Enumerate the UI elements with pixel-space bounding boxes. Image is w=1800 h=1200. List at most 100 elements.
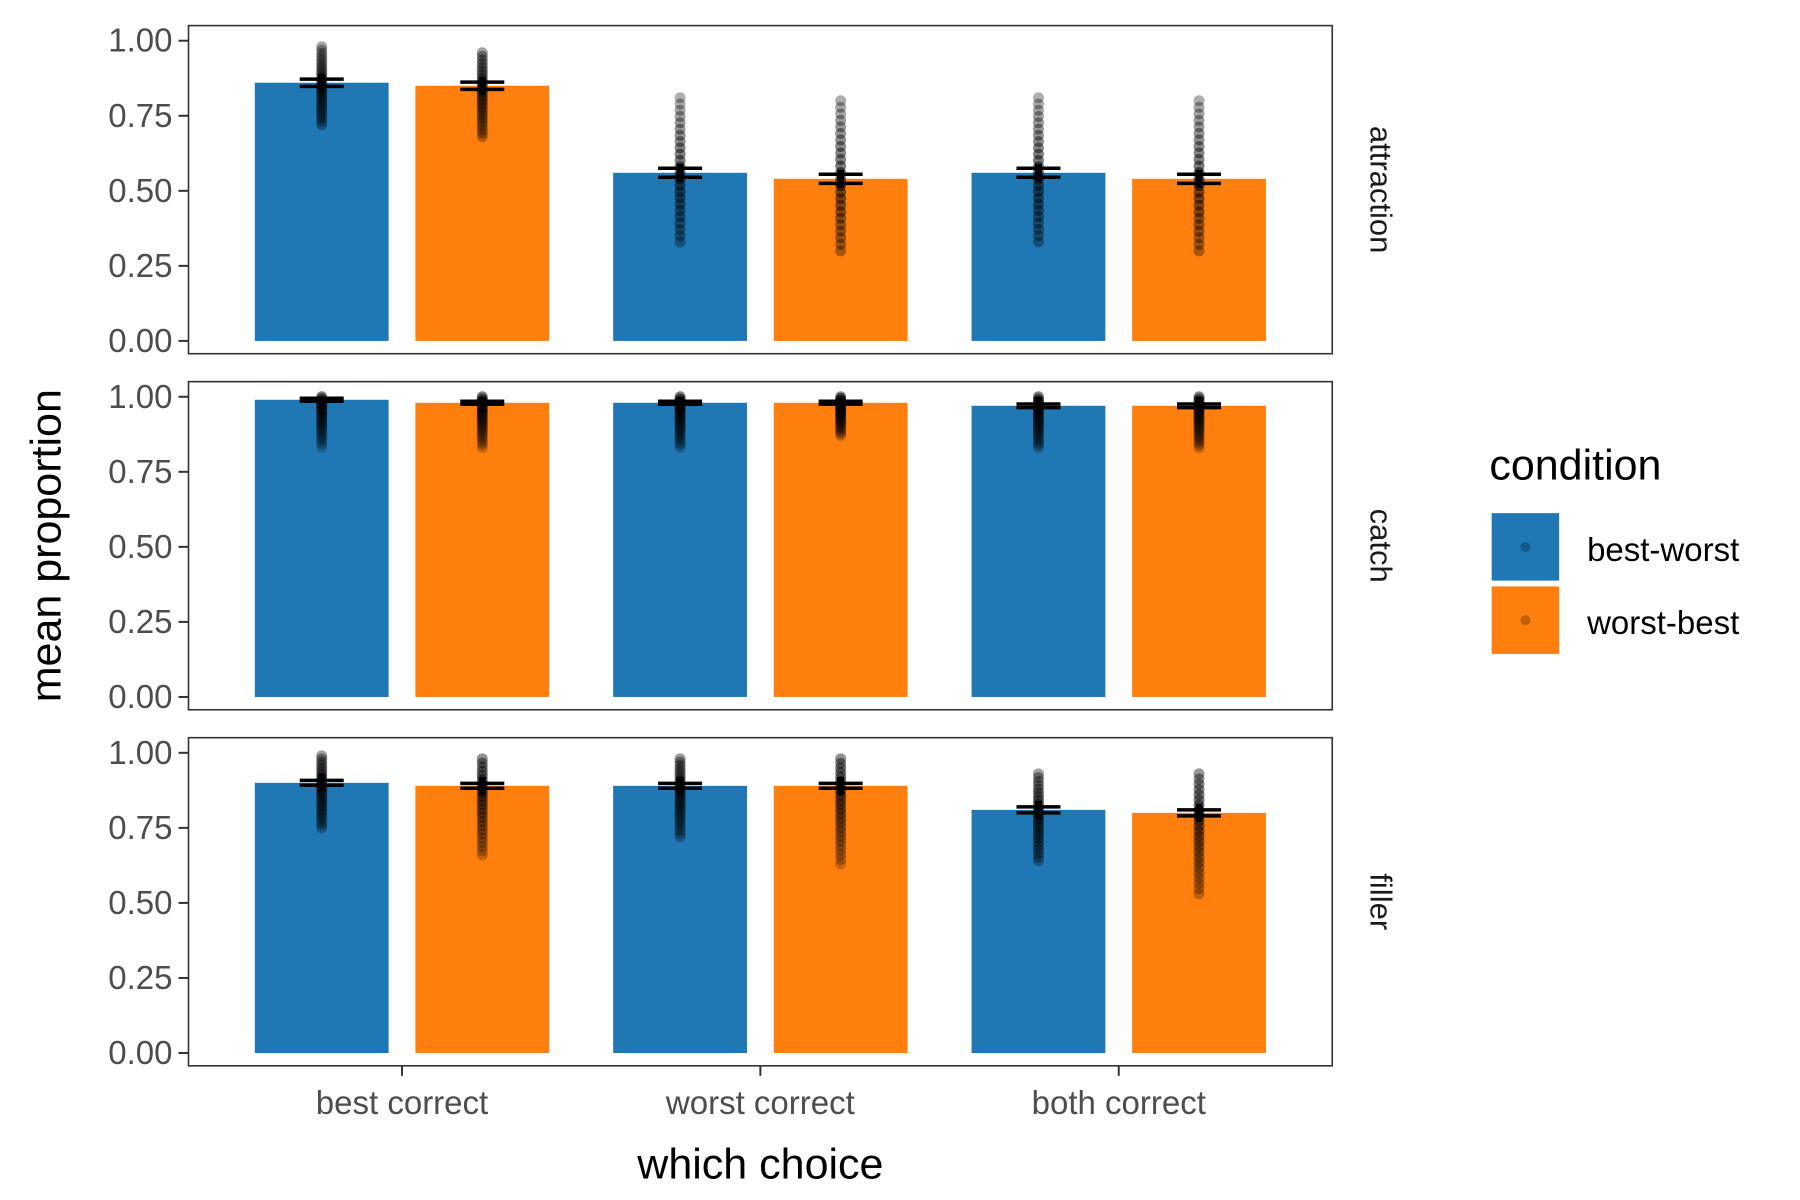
participant-point — [674, 230, 686, 242]
participant-point — [674, 223, 686, 235]
bar-best-worst-both-correct — [971, 405, 1106, 697]
y-tick-label: 0.25 — [108, 959, 172, 996]
participant-point — [476, 437, 488, 449]
participant-point — [835, 199, 847, 211]
participant-point — [835, 858, 847, 870]
participant-point — [1032, 828, 1044, 840]
participant-point — [674, 148, 686, 160]
participant-point — [476, 54, 488, 66]
participant-point — [835, 849, 847, 861]
participant-point — [1032, 422, 1044, 434]
bar-worst-best-both-correct — [1132, 812, 1266, 1054]
participant-point — [476, 61, 488, 73]
participant-point — [1193, 422, 1205, 434]
participant-point — [835, 425, 847, 437]
participant-point — [1032, 851, 1044, 863]
participant-point — [1032, 775, 1044, 787]
participant-point — [316, 442, 328, 454]
participant-point — [316, 54, 328, 66]
participant-point — [1193, 101, 1205, 113]
facet-panels: 0.000.250.500.751.00attraction0.000.250.… — [108, 22, 1398, 1071]
participant-point — [316, 61, 328, 73]
participant-points — [476, 753, 488, 861]
participant-point — [316, 806, 328, 818]
participant-point — [476, 761, 488, 773]
participant-point — [1193, 232, 1205, 244]
participant-point — [674, 415, 686, 427]
participant-point — [674, 236, 686, 248]
participant-point — [674, 417, 686, 429]
participant-point — [674, 756, 686, 768]
participant-point — [1193, 134, 1205, 146]
participant-point — [1032, 104, 1044, 116]
participant-point — [1193, 773, 1205, 785]
participant-point — [316, 51, 328, 63]
participant-point — [316, 437, 328, 449]
participant-point — [1193, 836, 1205, 848]
participant-point — [316, 819, 328, 831]
participant-point — [835, 430, 847, 442]
participant-point — [476, 426, 488, 438]
participant-point — [1032, 821, 1044, 833]
participant-point — [1193, 426, 1205, 438]
participant-point — [476, 824, 488, 836]
participant-point — [1193, 433, 1205, 445]
participant-point — [316, 809, 328, 821]
x-tick-label: worst correct — [665, 1084, 855, 1121]
y-tick-label: 0.75 — [108, 97, 172, 134]
participant-point — [674, 154, 686, 166]
participant-point — [316, 803, 328, 815]
participant-points — [835, 753, 847, 870]
participant-point — [835, 225, 847, 237]
participant-point — [674, 800, 686, 812]
participant-point — [835, 415, 847, 427]
participant-points — [476, 47, 488, 143]
participant-point — [316, 115, 328, 127]
participant-point — [476, 753, 488, 765]
participant-points — [1193, 768, 1205, 900]
participant-point — [674, 753, 686, 765]
participant-point — [476, 116, 488, 128]
participant-point — [1032, 142, 1044, 154]
bar-worst-best-worst-correct — [773, 785, 908, 1054]
participant-point — [476, 431, 488, 443]
y-tick-label: 0.50 — [108, 884, 172, 921]
bar-worst-best-best-correct — [415, 785, 550, 1054]
participant-point — [674, 205, 686, 217]
participant-point — [1032, 111, 1044, 123]
participant-point — [1193, 437, 1205, 449]
participant-point — [1193, 413, 1205, 425]
participant-point — [316, 44, 328, 56]
participant-point — [674, 831, 686, 843]
participant-point — [316, 406, 328, 418]
bar-best-worst-best-correct — [254, 782, 389, 1054]
participant-point — [316, 822, 328, 834]
participant-point — [476, 65, 488, 77]
participant-point — [316, 750, 328, 762]
participant-point — [1032, 92, 1044, 104]
y-tick-label: 0.75 — [108, 453, 172, 490]
participant-point — [476, 757, 488, 769]
participant-point — [1193, 789, 1205, 801]
y-tick-label: 1.00 — [108, 378, 172, 415]
participant-point — [674, 766, 686, 778]
participant-point — [316, 105, 328, 117]
participant-point — [1193, 212, 1205, 224]
participant-point — [1193, 872, 1205, 884]
participant-point — [476, 413, 488, 425]
participant-point — [1193, 238, 1205, 250]
participant-point — [835, 121, 847, 133]
participant-point — [835, 140, 847, 152]
legend-point — [1520, 615, 1531, 626]
participant-point — [476, 417, 488, 429]
participant-point — [476, 420, 488, 432]
participant-point — [476, 47, 488, 59]
participant-point — [1032, 148, 1044, 160]
participant-point — [1193, 95, 1205, 107]
participant-point — [1032, 825, 1044, 837]
participant-point — [835, 762, 847, 774]
x-tick-label: both correct — [1032, 1084, 1206, 1121]
bar-worst-best-worst-correct — [773, 402, 908, 697]
participant-point — [674, 104, 686, 116]
participant-point — [1193, 888, 1205, 900]
